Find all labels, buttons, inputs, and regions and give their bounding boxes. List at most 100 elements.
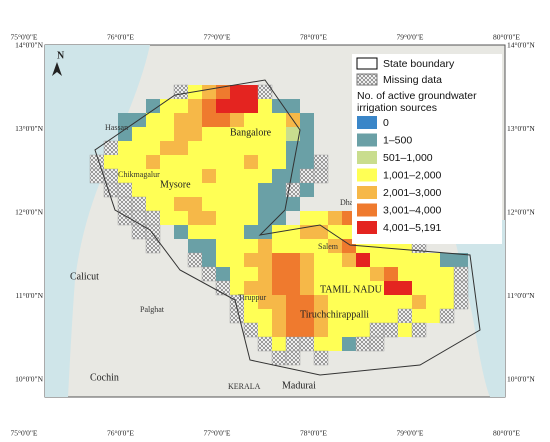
grid-cell — [328, 253, 342, 267]
grid-cell — [258, 309, 272, 323]
grid-cell — [257, 336, 273, 352]
grid-cell — [356, 267, 370, 281]
grid-cell — [328, 211, 342, 225]
grid-cell — [188, 155, 202, 169]
grid-cell — [216, 99, 230, 113]
grid-cell — [397, 308, 413, 324]
grid-cell — [384, 281, 398, 295]
right-coordinate: 11°0'0"N — [507, 291, 535, 300]
legend-swatch — [356, 57, 378, 70]
grid-cell — [398, 295, 412, 309]
grid-cell — [300, 141, 314, 155]
grid-cell — [229, 308, 245, 324]
grid-cell — [132, 155, 146, 169]
grid-cell — [328, 309, 342, 323]
grid-cell — [300, 239, 314, 253]
grid-cell — [258, 253, 272, 267]
grid-cell — [300, 323, 314, 337]
grid-cell — [314, 309, 328, 323]
city-label: Salem — [318, 242, 339, 251]
grid-cell — [103, 140, 119, 156]
grid-cell — [104, 155, 118, 169]
grid-cell — [285, 336, 301, 352]
grid-cell — [188, 225, 202, 239]
grid-cell — [272, 281, 286, 295]
grid-cell — [272, 183, 286, 197]
grid-cell — [202, 239, 216, 253]
grid-cell — [146, 155, 160, 169]
grid-cell — [384, 253, 398, 267]
legend-swatch — [357, 221, 377, 234]
grid-cell — [118, 141, 132, 155]
grid-cell — [145, 238, 161, 254]
grid-cell — [174, 155, 188, 169]
grid-cell — [216, 239, 230, 253]
grid-cell — [216, 253, 230, 267]
grid-cell — [383, 322, 399, 338]
grid-cell — [258, 169, 272, 183]
left-coordinate: 11°0'0"N — [15, 291, 43, 300]
grid-cell — [230, 281, 244, 295]
grid-cell — [230, 183, 244, 197]
grid-cell — [272, 239, 286, 253]
grid-cell — [286, 281, 300, 295]
grid-cell — [216, 141, 230, 155]
grid-cell — [160, 169, 174, 183]
grid-cell — [230, 211, 244, 225]
grid-cell — [216, 225, 230, 239]
grid-cell — [258, 239, 272, 253]
grid-cell — [300, 127, 314, 141]
grid-cell — [426, 309, 440, 323]
city-label: Tiruchchirappalli — [300, 309, 369, 320]
grid-cell — [201, 266, 217, 282]
right-coordinate: 14°0'0"N — [507, 41, 535, 50]
grid-cell — [216, 85, 230, 99]
city-label: Calicut — [70, 271, 99, 282]
grid-cell — [188, 127, 202, 141]
grid-cell — [258, 127, 272, 141]
legend-label: State boundary — [383, 58, 455, 70]
grid-cell — [398, 323, 412, 337]
grid-cell — [244, 85, 258, 99]
grid-cell — [160, 113, 174, 127]
grid-cell — [426, 267, 440, 281]
grid-cell — [314, 337, 328, 351]
grid-cell — [412, 267, 426, 281]
legend-label: 2,001–3,000 — [383, 187, 442, 199]
grid-cell — [202, 225, 216, 239]
grid-cell — [398, 281, 412, 295]
grid-cell — [188, 141, 202, 155]
city-label: Hassan — [105, 123, 128, 132]
grid-cell — [286, 99, 300, 113]
grid-cell — [426, 253, 440, 267]
grid-cell — [146, 99, 160, 113]
grid-cell — [216, 211, 230, 225]
region-label: KERALA — [228, 382, 261, 391]
grid-cell — [300, 113, 314, 127]
grid-cell — [258, 211, 272, 225]
grid-cell — [103, 168, 119, 184]
grid-cell — [174, 99, 188, 113]
north-arrow — [52, 62, 62, 76]
grid-cell — [286, 141, 300, 155]
grid-cell — [174, 225, 188, 239]
grid-cell — [258, 183, 272, 197]
grid-cell — [216, 183, 230, 197]
grid-cell — [187, 252, 203, 268]
grid-cell — [174, 113, 188, 127]
grid-cell — [328, 295, 342, 309]
grid-cell — [117, 196, 133, 212]
grid-cell — [258, 141, 272, 155]
grid-cell — [244, 99, 258, 113]
grid-cell — [258, 99, 272, 113]
region-label: TAMIL NADU — [320, 284, 383, 295]
grid-cell — [314, 225, 328, 239]
grid-cell — [132, 141, 146, 155]
city-label: Cochin — [90, 372, 119, 383]
grid-cell — [118, 113, 132, 127]
grid-cell — [160, 211, 174, 225]
grid-cell — [188, 211, 202, 225]
legend-swatch — [357, 203, 377, 217]
state-boundary — [94, 79, 481, 376]
grid-cell — [356, 281, 370, 295]
